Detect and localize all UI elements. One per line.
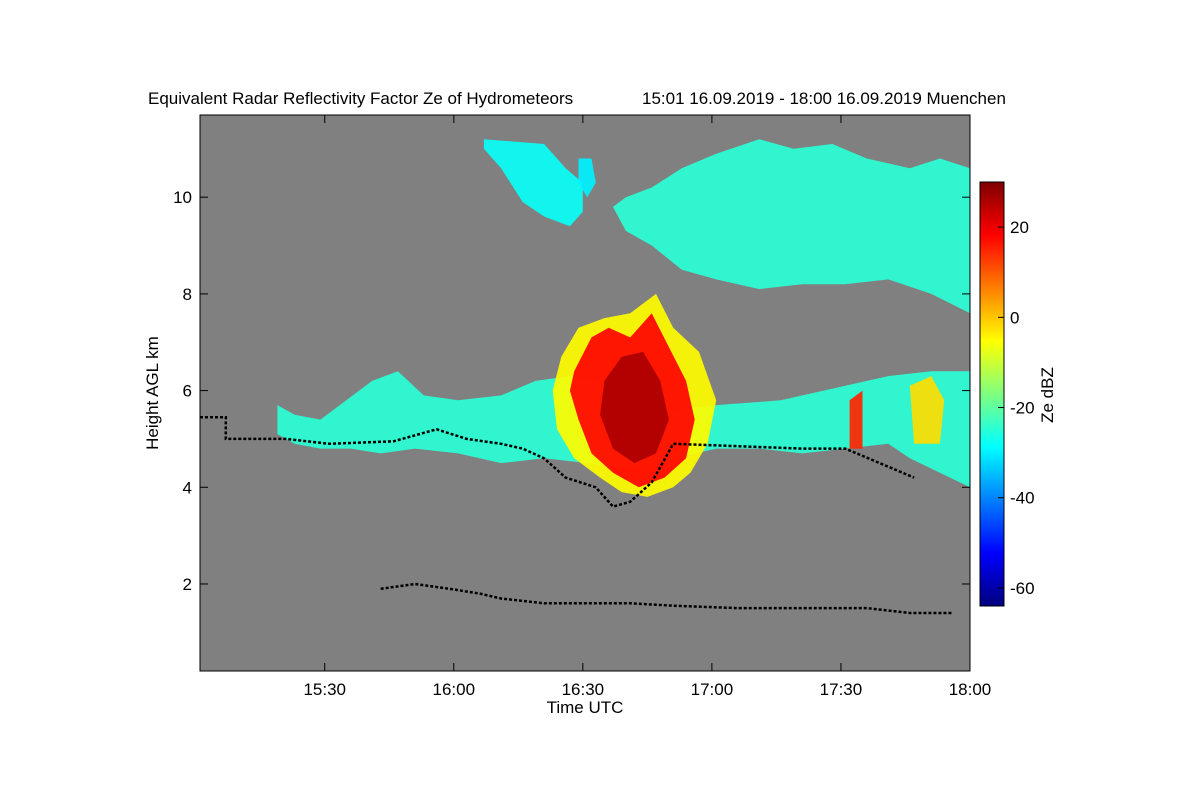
x-tick-label: 15:30 [303, 680, 346, 699]
plot-frame [199, 114, 971, 672]
y-tick-label: 4 [183, 478, 192, 497]
chart-subtitle: 15:01 16.09.2019 - 18:00 16.09.2019 Muen… [642, 89, 1006, 108]
echo-upper-cirrus-right [613, 139, 970, 314]
echo-convective-cell-center [600, 351, 669, 464]
colorbar-ticks: 20 0 -20 -40 -60 [998, 218, 1035, 598]
x-tick-label: 16:30 [562, 680, 605, 699]
x-axis: 15:30 16:00 16:30 17:00 17:30 18:00 [303, 115, 991, 699]
colorbar-tick-label: -40 [1010, 489, 1035, 508]
y-tick-label: 2 [183, 575, 192, 594]
y-tick-label: 10 [173, 188, 192, 207]
colorbar-tick-label: 0 [1010, 308, 1019, 327]
x-tick-label: 17:00 [691, 680, 734, 699]
colorbar-tick-label: -60 [1010, 579, 1035, 598]
echo-yellow-tower-1745 [909, 376, 945, 444]
echo-layer [277, 139, 970, 497]
colorbar-tick-label: -20 [1010, 399, 1035, 418]
detection-line-cloud-base-lower [380, 582, 953, 615]
y-axis: 2 4 6 8 10 [173, 188, 970, 594]
chart-title: Equivalent Radar Reflectivity Factor Ze … [148, 89, 573, 108]
y-tick-label: 8 [183, 285, 192, 304]
echo-small-cell-1730 [849, 390, 863, 449]
echo-upper-cirrus-left [483, 139, 583, 227]
colorbar-label: Ze dBZ [1038, 367, 1057, 423]
y-axis-label: Height AGL km [143, 336, 162, 450]
x-tick-label: 17:30 [820, 680, 863, 699]
echo-upper-cirrus-mid [578, 158, 596, 198]
colorbar-tick-label: 20 [1010, 218, 1029, 237]
y-tick-label: 6 [183, 382, 192, 401]
detection-line-cloud-base-upper [200, 415, 915, 509]
x-tick-label: 18:00 [949, 680, 992, 699]
x-axis-label: Time UTC [547, 698, 624, 717]
colorbar [979, 181, 1005, 607]
detection-layer [200, 415, 953, 615]
x-tick-label: 16:00 [433, 680, 476, 699]
